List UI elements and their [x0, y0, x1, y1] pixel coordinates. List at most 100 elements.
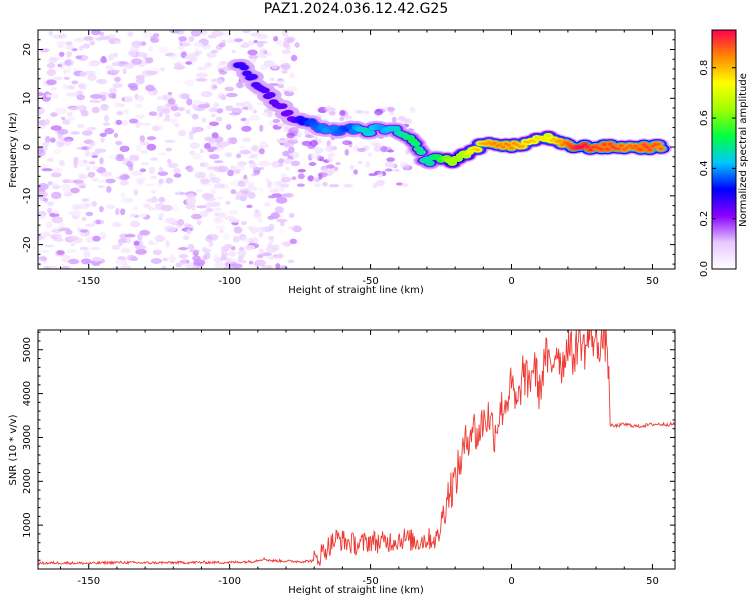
spectrogram-cell: [267, 242, 273, 249]
spectrogram-cell: [46, 79, 57, 86]
spectrogram-cell: [288, 139, 299, 144]
spectrogram-cell: [283, 193, 295, 198]
spectrogram-cell: [219, 70, 228, 75]
spectrogram-cell: [99, 157, 104, 165]
spectrogram-cell: [140, 162, 150, 166]
spectrogram-ridge-core: [599, 148, 604, 151]
spectrogram-cell: [227, 137, 234, 143]
x-tick-label: 0: [508, 276, 514, 287]
spectrogram-cell: [192, 265, 198, 269]
spectrogram-cell: [215, 116, 223, 122]
spectrogram-cell: [277, 253, 284, 259]
spectrogram-cell: [91, 178, 99, 182]
spectrogram-cell: [225, 105, 234, 111]
spectrogram-cell: [152, 249, 162, 256]
spectrogram-cell: [289, 72, 296, 79]
spectrogram-cell: [140, 150, 149, 154]
spectrogram-cell: [38, 256, 48, 261]
spectrogram-cell: [111, 244, 121, 250]
x-tick-label: 50: [646, 276, 659, 287]
spectrogram-cell: [81, 216, 87, 222]
spectrogram-cell: [205, 208, 213, 213]
spectrogram-cell: [127, 50, 137, 57]
spectrogram-cell: [135, 248, 147, 255]
spectrogram-cell: [57, 63, 63, 68]
spectrogram-cell: [75, 182, 86, 187]
spectrogram-cell: [99, 31, 105, 36]
spectrogram-cell: [140, 122, 152, 126]
spectrogram-cell: [342, 115, 353, 120]
spectrogram-cell: [204, 197, 216, 202]
spectrogram-cell: [313, 182, 321, 188]
spectrogram-cell: [150, 189, 157, 194]
spectrogram-ridge-core: [540, 137, 545, 140]
spectrogram-cell: [253, 39, 258, 44]
spectrogram-cell: [106, 185, 112, 193]
spectrogram-cell: [139, 168, 147, 173]
spectrogram-cell: [56, 250, 65, 256]
spectrogram-ridge-core: [467, 150, 472, 154]
spectrogram-cell: [135, 121, 141, 129]
spectrogram-cell: [178, 247, 189, 251]
spectrogram-cell: [118, 241, 123, 246]
spectrogram-ridge-core: [515, 143, 520, 146]
spectrogram-cell: [225, 124, 232, 130]
spectrogram-cell: [193, 42, 204, 48]
y-tick-label: 0: [22, 144, 33, 150]
spectrogram-cell: [297, 173, 305, 180]
spectrogram-cell: [165, 177, 174, 184]
spectrogram-cell: [296, 131, 303, 139]
spectrogram-ridge-core: [492, 142, 497, 145]
spectrogram-cell: [258, 248, 264, 253]
spectrogram-cell: [85, 166, 91, 171]
spectrogram-cell: [391, 116, 397, 124]
spectrogram-cell: [126, 160, 134, 168]
spectrogram-cell: [104, 114, 110, 123]
spectrogram-cell: [253, 211, 262, 219]
spectrogram-cell: [86, 203, 91, 208]
spectrogram-ridge-cell: [248, 73, 258, 80]
spectrogram-cell: [50, 112, 58, 117]
spectrogram-cell: [135, 145, 142, 152]
spectrogram-cell: [66, 117, 76, 121]
spectrogram-x-axis-label: Height of straight line (km): [288, 285, 424, 296]
snr-plot-area: [38, 330, 675, 569]
spectrogram-cell: [248, 186, 259, 192]
spectrogram-cell: [57, 128, 69, 135]
spectrogram-cell: [89, 141, 96, 147]
spectrogram-cell: [214, 216, 221, 223]
spectrogram-cell: [91, 201, 97, 207]
spectrogram-cell: [393, 168, 400, 172]
spectrogram-cell: [167, 98, 176, 105]
spectrogram-cell: [321, 169, 329, 173]
spectrogram-y-ticks: -20 -10 0 10 20: [22, 29, 675, 265]
spectrogram-cell: [288, 225, 297, 230]
spectrogram-cell: [83, 250, 91, 258]
spectrogram-cell: [86, 126, 97, 131]
spectrogram-cell: [99, 57, 108, 64]
spectrogram-cell: [409, 106, 416, 113]
spectrogram-cell: [47, 207, 52, 215]
spectrogram-cell: [242, 30, 251, 34]
spectrogram-cell: [271, 244, 280, 251]
spectrogram-cell: [60, 265, 71, 269]
spectrogram-cell: [38, 215, 46, 219]
spectrogram-cell: [271, 64, 278, 70]
spectrogram-cell: [71, 80, 79, 85]
spectrogram-cell: [365, 161, 371, 168]
spectrogram-cell: [100, 171, 113, 177]
spectrogram-cell: [296, 183, 305, 187]
spectrogram-ridge-core: [486, 140, 492, 144]
spectrogram-cell: [213, 160, 224, 164]
spectrogram-cell: [81, 130, 93, 136]
spectrogram-cell: [204, 136, 215, 141]
spectrogram-cell: [262, 112, 269, 116]
spectrogram-cell: [38, 125, 46, 130]
spectrogram-cell: [129, 155, 140, 162]
spectrogram-cell: [276, 218, 288, 223]
spectrogram-cell: [148, 166, 155, 174]
spectrogram-cell: [80, 258, 92, 265]
spectrogram-cell: [53, 148, 63, 155]
spectrogram-cell: [129, 118, 139, 124]
spectrogram-cell: [248, 54, 259, 60]
